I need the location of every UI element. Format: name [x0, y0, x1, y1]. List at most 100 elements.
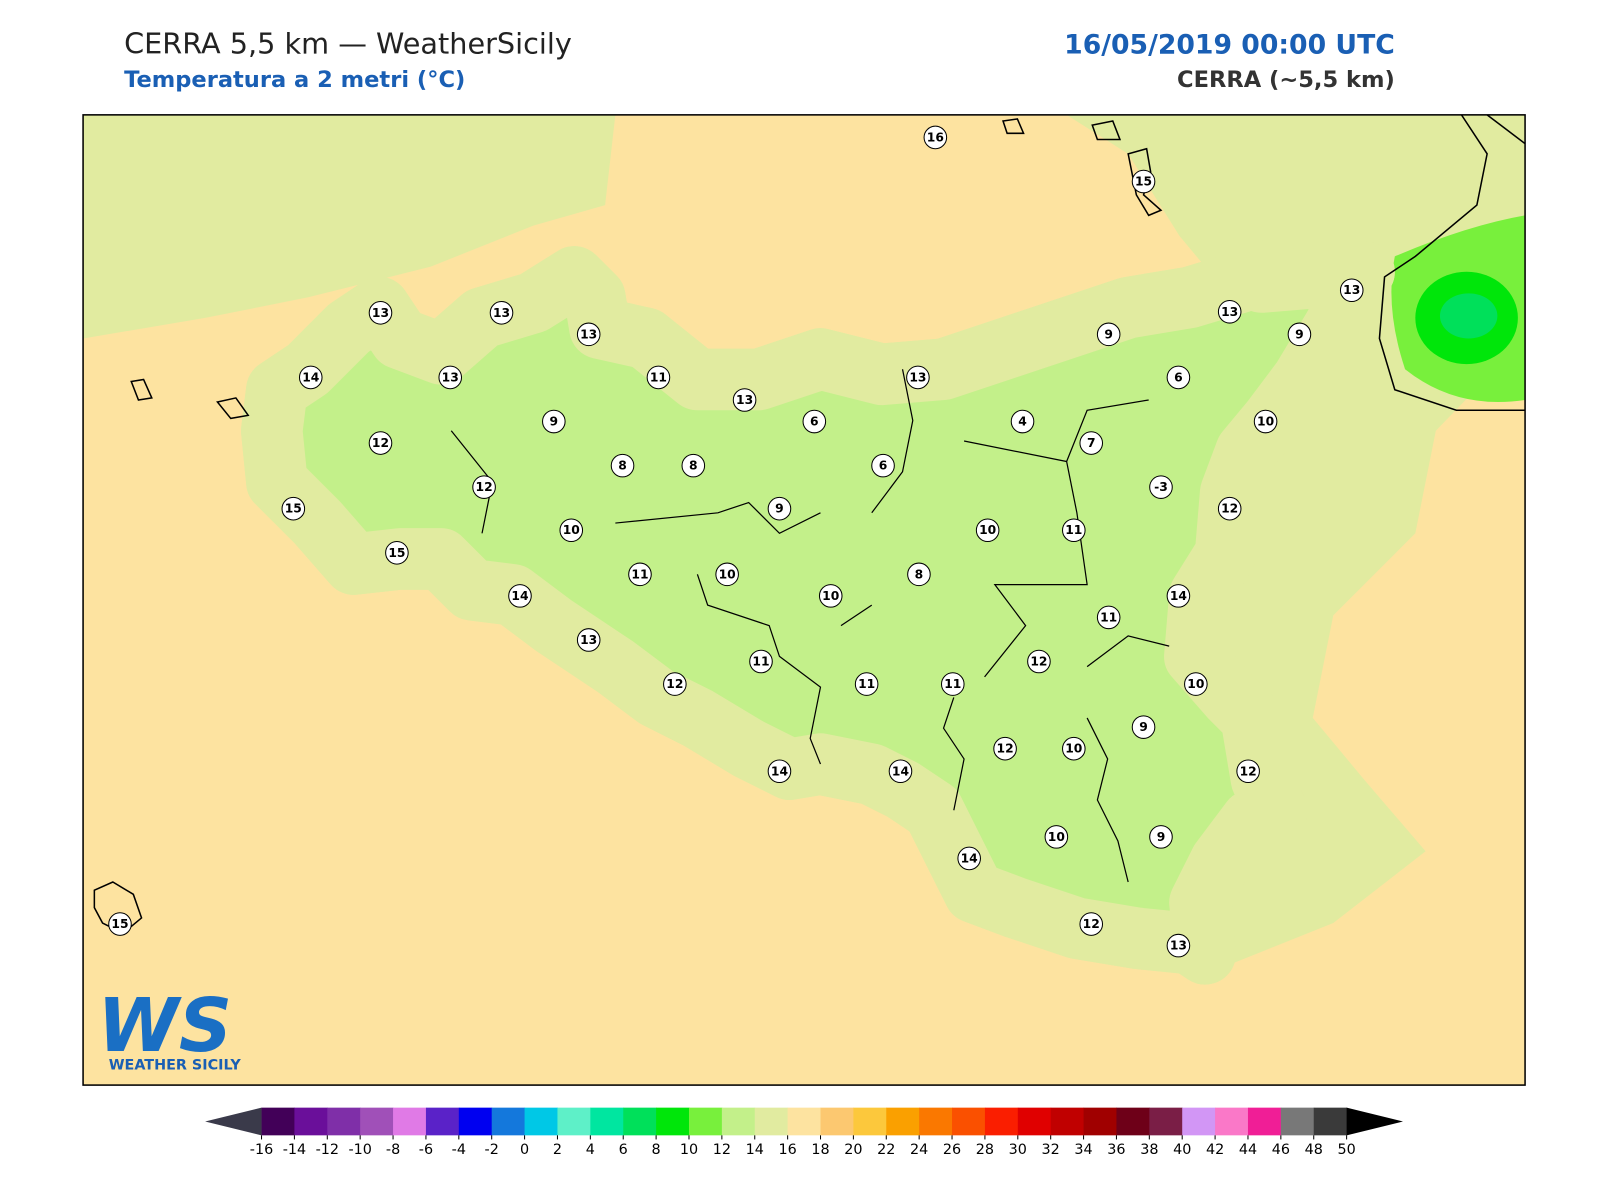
colorbar-tick-label: 0 — [520, 1142, 529, 1158]
station-marker — [489, 301, 514, 325]
station-marker — [508, 584, 532, 608]
station-marker — [1027, 649, 1051, 674]
station-marker — [646, 365, 671, 390]
station-marker — [1096, 605, 1121, 630]
colorbar-swatch — [1050, 1107, 1085, 1136]
station-marker — [298, 365, 323, 390]
station-value: 12 — [1221, 502, 1238, 516]
colorbar-swatch — [1017, 1107, 1052, 1136]
station-marker — [1149, 475, 1173, 499]
station-marker — [1184, 672, 1208, 696]
station-value: 9 — [1139, 720, 1148, 734]
station-value: 15 — [111, 917, 128, 931]
colorbar-swatch — [360, 1107, 394, 1136]
station-value: 14 — [961, 851, 978, 865]
station-value: 6 — [810, 415, 819, 429]
station-marker — [576, 628, 601, 652]
station-marker — [1166, 584, 1191, 608]
station-value: 9 — [550, 415, 559, 429]
colorbar-over — [1346, 1107, 1404, 1136]
colorbar-tick-label: -8 — [386, 1142, 400, 1158]
station-value: 9 — [775, 502, 784, 516]
colorbar-swatch — [1116, 1107, 1150, 1136]
colorbar-swatch — [820, 1107, 854, 1136]
colorbar-tick-label: 48 — [1305, 1142, 1323, 1158]
station-marker — [1079, 912, 1104, 936]
station-value: 11 — [631, 567, 648, 581]
station-marker — [542, 409, 566, 434]
colorbar-tick-label: -6 — [419, 1142, 433, 1158]
colorbar-swatch — [557, 1107, 591, 1136]
colorbar-tick-label: 20 — [844, 1142, 862, 1158]
station-value: 10 — [822, 589, 839, 603]
colorbar-tick-label: 32 — [1042, 1142, 1060, 1158]
station-value: 13 — [1343, 283, 1360, 297]
colorbar-tick-label: 36 — [1107, 1142, 1125, 1158]
colorbar-tick-label: 30 — [1009, 1142, 1027, 1158]
station-value: 6 — [1174, 370, 1183, 384]
station-value: 12 — [666, 677, 683, 691]
station-value: 11 — [650, 370, 667, 384]
colorbar-tick-label: 22 — [877, 1142, 895, 1158]
colorbar-swatch — [984, 1107, 1019, 1136]
station-value: 11 — [752, 655, 769, 669]
station-marker — [1079, 431, 1104, 455]
station-value: 10 — [1187, 677, 1204, 691]
station-marker — [108, 912, 132, 936]
station-value: 11 — [858, 677, 875, 691]
station-value: 10 — [563, 523, 580, 537]
island — [1002, 118, 1025, 135]
logo-text: WS — [97, 983, 232, 1069]
colorbar-swatch — [656, 1107, 690, 1136]
station-value: 8 — [915, 567, 924, 581]
station-value: 11 — [944, 677, 961, 691]
station-value: 8 — [689, 459, 698, 473]
colorbar-swatch — [294, 1107, 328, 1136]
station-value: 13 — [1170, 939, 1187, 953]
station-marker — [854, 672, 879, 696]
field — [83, 114, 616, 339]
station-marker — [802, 409, 827, 434]
colorbar-tick-label: 38 — [1140, 1142, 1158, 1158]
colorbar-tick-label: -16 — [250, 1142, 273, 1158]
colorbar-tick-label: 42 — [1206, 1142, 1224, 1158]
station-value: 6 — [879, 459, 888, 473]
station-marker — [1131, 169, 1156, 194]
colorbar-tick-label: 16 — [778, 1142, 796, 1158]
station-marker — [1253, 409, 1278, 434]
map-frame — [82, 114, 1526, 1086]
station-marker — [767, 759, 792, 784]
station-marker — [888, 759, 913, 784]
station-value: 12 — [476, 480, 493, 494]
station-marker — [1287, 322, 1312, 347]
station-marker — [906, 365, 930, 390]
logo-caption: WEATHER SICILY — [109, 1058, 242, 1074]
station-value: 12 — [997, 742, 1014, 756]
station-value: 10 — [1257, 415, 1274, 429]
station-value: 14 — [1170, 589, 1187, 603]
colorbar-tick-label: -2 — [485, 1142, 499, 1158]
colorbar-swatch — [1280, 1107, 1315, 1136]
station-marker — [576, 322, 601, 347]
island — [130, 378, 153, 401]
colorbar-swatch — [1083, 1107, 1117, 1136]
colorbar-tick-label: -10 — [348, 1142, 371, 1158]
station-marker — [818, 584, 843, 608]
colorbar-tick-label: 12 — [713, 1142, 731, 1158]
subtitle: Temperatura a 2 metri (°C) — [124, 67, 465, 93]
station-marker — [940, 672, 965, 696]
map: 16 15 13 13 13 13 13 14 13 11 13 13 9 9 6 9 6 4 7 10 12 8 8 6 -3… — [82, 114, 1526, 1086]
colorbar-swatch — [919, 1107, 953, 1136]
stations: 16 15 13 13 13 13 13 14 13 11 13 13 9 9 6 9 6 4 7 10 12 8 8 6 -3… — [108, 125, 1364, 958]
station-value: 9 — [1295, 327, 1304, 341]
colorbar-swatch — [458, 1107, 493, 1136]
colorbar-tick-label: 18 — [811, 1142, 829, 1158]
station-value: 13 — [493, 306, 510, 320]
station-marker — [628, 562, 652, 587]
station-marker — [957, 846, 981, 871]
colorbar-swatch — [952, 1107, 986, 1136]
station-marker — [681, 453, 706, 478]
colorbar-swatch — [393, 1107, 427, 1136]
station-value: 14 — [511, 589, 528, 603]
